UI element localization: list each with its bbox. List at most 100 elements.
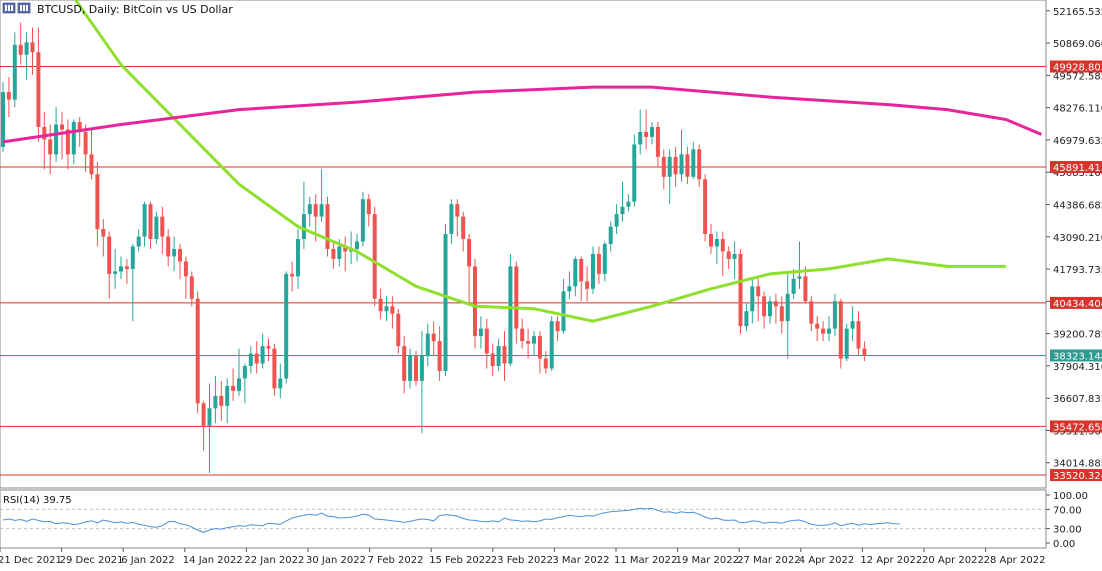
- rsi-panel-frame: [0, 489, 1047, 549]
- candle-body: [130, 246, 135, 269]
- candle-down: [272, 343, 277, 396]
- price-tag-background: [1050, 469, 1102, 482]
- candle-down: [60, 112, 64, 160]
- candle-body: [119, 266, 123, 272]
- candle-body: [844, 328, 849, 359]
- candle-body: [579, 258, 584, 282]
- candle-body: [614, 214, 619, 227]
- candle-body: [626, 201, 631, 207]
- candle-body: [414, 356, 418, 381]
- time-tick-label: 4 Apr 2022: [799, 555, 854, 566]
- level-price-tag[interactable]: 49928.803: [1050, 60, 1102, 74]
- candle-body: [644, 131, 649, 137]
- current-price-tag[interactable]: 38323.148: [1050, 349, 1102, 362]
- candle-body: [77, 122, 82, 132]
- rsi-indicator: [0, 507, 1046, 533]
- candle-down: [89, 129, 94, 180]
- candle-down: [372, 206, 377, 307]
- candle-up: [667, 149, 672, 205]
- price-tick-label: 49572.585: [1053, 71, 1102, 82]
- candle-down: [815, 316, 820, 342]
- candle-down: [803, 266, 808, 304]
- candle-body: [313, 204, 318, 217]
- candle-down: [201, 400, 206, 451]
- candle-up: [567, 271, 572, 299]
- price-tag-text: 38323.148: [1053, 351, 1102, 362]
- time-tick-label: 23 Feb 2022: [491, 555, 553, 566]
- candle-body: [160, 216, 165, 237]
- candle-down: [65, 119, 70, 170]
- candle-down: [378, 288, 383, 319]
- price-tag-background: [1050, 349, 1102, 362]
- candle-down: [396, 308, 401, 354]
- candles: [1, 22, 867, 474]
- price-tick-label: 37904.310: [1053, 362, 1102, 373]
- candle-body: [679, 154, 684, 175]
- level-price-tag[interactable]: 35472.658: [1050, 420, 1102, 433]
- candle-down: [101, 219, 106, 257]
- candle-body: [567, 286, 572, 292]
- candle-body: [555, 321, 560, 332]
- price-tick-label: 46979.635: [1053, 136, 1102, 147]
- candle-body: [402, 346, 407, 381]
- candle-body: [148, 204, 153, 240]
- candle-up: [355, 234, 359, 262]
- candle-down: [183, 256, 188, 299]
- candle-body: [296, 239, 300, 277]
- level-price-tag[interactable]: 33520.324: [1050, 469, 1102, 482]
- ma-fast-line: [73, 0, 1006, 323]
- candle-down: [596, 246, 601, 284]
- candle-up: [319, 169, 324, 222]
- candle-down: [720, 231, 725, 277]
- price-tag-text: 40434.404: [1053, 299, 1102, 310]
- candle-down: [148, 201, 153, 249]
- candle-down: [726, 246, 731, 269]
- candle-up: [496, 338, 501, 371]
- price-tick-label: 48276.110: [1053, 104, 1102, 115]
- candle-up: [296, 229, 300, 289]
- candle-body: [325, 204, 330, 249]
- candle-up: [248, 346, 253, 374]
- symbol-icon[interactable]: [2, 2, 31, 14]
- level-price-tag[interactable]: 40434.404: [1050, 296, 1102, 310]
- candle-body: [366, 199, 371, 215]
- candle-down: [661, 149, 666, 190]
- moving-averages: [2, 0, 1042, 323]
- time-tick-label: 3 Mar 2022: [552, 555, 609, 566]
- candle-up: [71, 119, 76, 165]
- candle-down: [655, 122, 660, 167]
- candle-down: [48, 124, 53, 175]
- time-tick-label: 19 Mar 2022: [676, 555, 739, 566]
- candle-up: [632, 134, 637, 207]
- candle-body: [36, 52, 41, 127]
- candle-up: [1, 82, 5, 152]
- time-tick-label: 11 Mar 2022: [614, 555, 677, 566]
- candle-down: [585, 266, 590, 302]
- candle-down: [195, 291, 200, 414]
- time-tick-label: 7 Feb 2022: [368, 555, 424, 566]
- candle-body: [12, 44, 17, 100]
- price-tag-background: [1050, 60, 1102, 73]
- price-tick-label: 34014.885: [1053, 459, 1102, 470]
- price-tag-background: [1050, 161, 1102, 174]
- price-tick-label: 41793.735: [1053, 265, 1102, 276]
- candle-body: [650, 126, 654, 137]
- candle-up: [284, 271, 289, 384]
- candle-body: [396, 313, 401, 347]
- level-price-tag[interactable]: 45891.413: [1050, 161, 1102, 174]
- candle-up: [278, 363, 283, 399]
- candle-body: [532, 336, 536, 344]
- candle-body: [355, 241, 359, 249]
- candle-down: [366, 194, 371, 227]
- candle-body: [838, 301, 843, 359]
- candle-body: [248, 353, 253, 366]
- candle-body: [596, 253, 601, 274]
- price-tag-text: 35472.658: [1053, 422, 1102, 433]
- candle-down: [756, 278, 761, 322]
- candle-body: [89, 154, 94, 175]
- candle-down: [431, 321, 436, 357]
- level-price-labels: 49928.803 45891.413 40434.404 35472.658 3352…: [1050, 60, 1102, 482]
- candle-body: [585, 281, 590, 289]
- candle-body: [225, 385, 230, 406]
- candle-up: [714, 231, 719, 264]
